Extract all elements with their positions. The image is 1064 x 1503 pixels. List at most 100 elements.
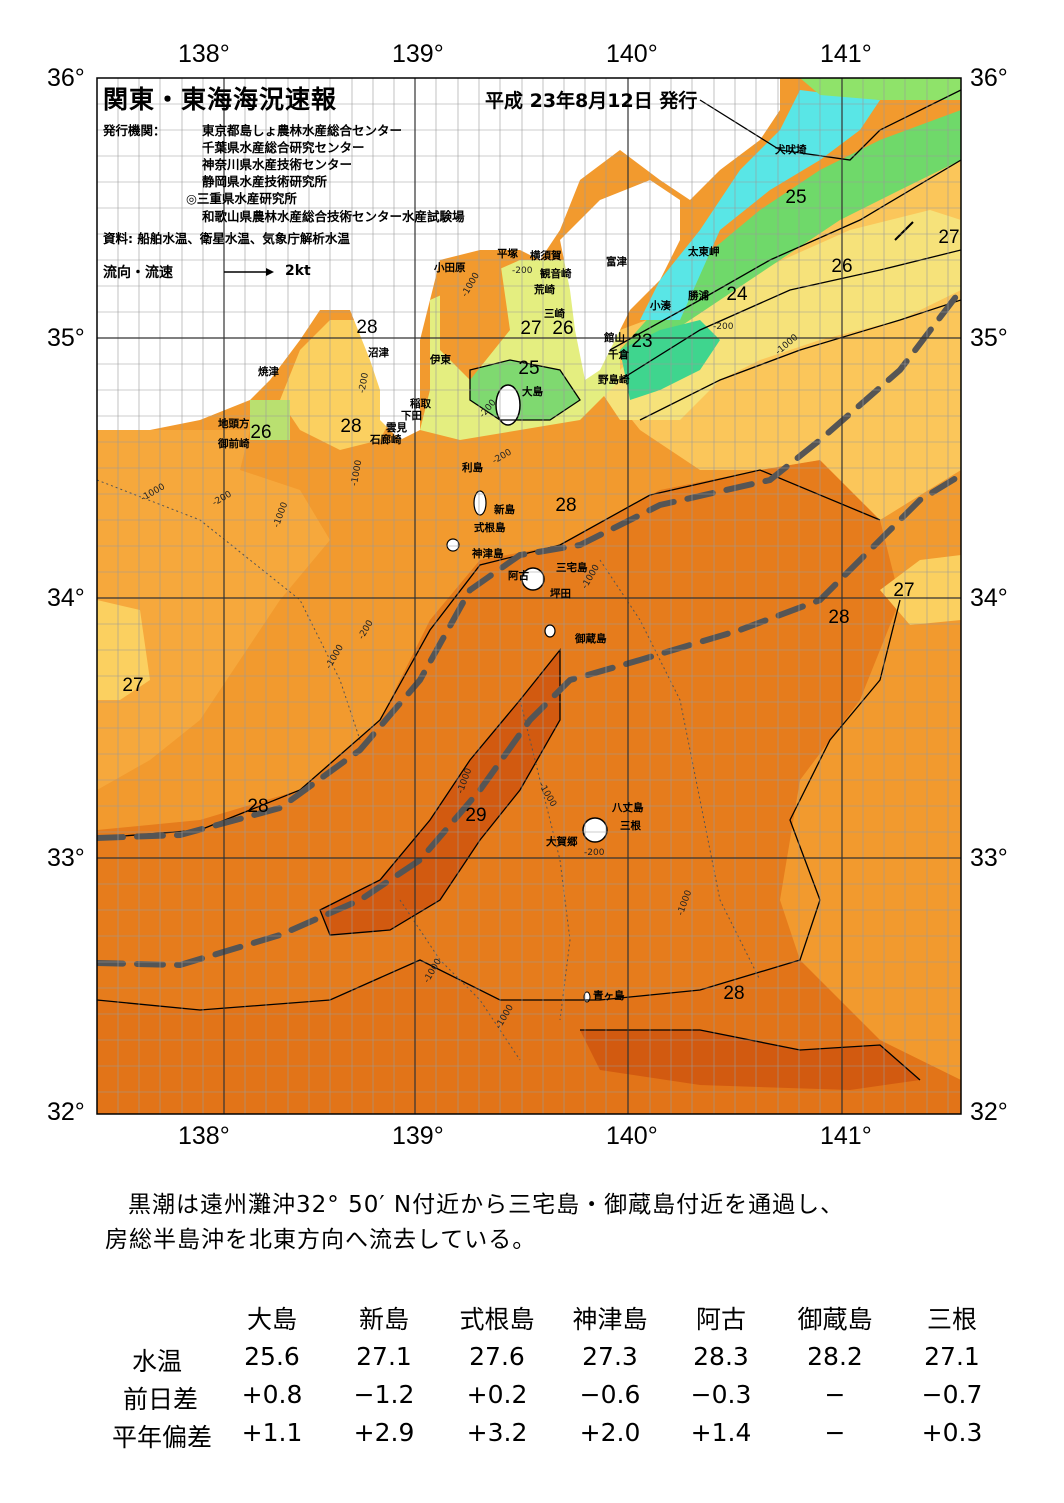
isotherm-label: 26 [250,422,272,443]
table-column-header: 阿古 [695,1305,746,1334]
place-label: 青ヶ島 [593,990,625,1002]
lat-label-36-right: 36° [970,64,1008,92]
summary-text: 黒潮は遠州灘沖32° 50′ N付近から三宅島・御蔵島付近を通過し、 房総半島沖… [105,1188,1005,1258]
table-row: 水温 25.6 27.1 27.6 27.3 28.3 28.2 27.1 [0,1342,1064,1380]
place-label: 太東岬 [688,246,720,258]
major-graticule [97,78,961,1114]
summary-line: 房総半島沖を北東方向へ流去している。 [105,1227,537,1253]
map-frame [96,77,962,1115]
lat-label-34-right: 34° [970,584,1008,612]
sea-26-enshu [250,400,290,440]
lat-label-33-left: 33° [47,844,85,872]
table-column-header: 大島 [246,1305,297,1334]
place-label: 坪田 [550,588,571,600]
isotherm-label: 25 [518,358,540,379]
table-column-header: 式根島 [459,1305,535,1334]
isotherm-label: 29 [465,805,487,826]
table-cell: −0.7 [921,1380,983,1409]
niijima-island [473,490,487,516]
depth-label: -200 [713,322,734,332]
isotherm-label: 27 [122,675,144,696]
place-label: 大賀郷 [546,836,578,848]
place-label: 千倉 [608,349,629,361]
sea-23-east [620,320,720,400]
place-label: 下田 [401,410,422,422]
table-cell: +0.3 [921,1418,983,1447]
table-column-header: 三根 [926,1305,977,1334]
map-title: 関東・東海海況速報 [103,85,338,114]
place-label: 小田原 [434,262,466,274]
isotherm-label: 24 [726,284,748,305]
lat-label-32-left: 32° [47,1098,85,1126]
table-cell: 25.6 [244,1342,300,1371]
place-label: 地頭方 [218,418,250,430]
place-label: 伊東 [430,354,451,366]
lon-label-139-bottom: 139° [392,1122,444,1150]
place-label: 平塚 [497,248,518,260]
place-label: 雲見 [386,422,407,434]
sea-29-south [580,1030,920,1090]
land-honshu [97,78,780,430]
table-cell: +0.2 [466,1380,528,1409]
isotherm-label: 23 [631,331,653,352]
place-label: 三宅島 [556,562,588,574]
isotherm-label: 28 [340,416,362,437]
data-sources: 資料: 船舶水温、衛星水温、気象庁解析水温 [103,231,350,246]
organization: ◎三重県水産研究所 [186,191,297,206]
flow-legend-arrow-icon [224,268,274,276]
depth-label: -200 [512,266,533,276]
table-row-label: 前日差 [122,1385,198,1414]
table-cell: −0.3 [690,1380,752,1409]
lon-label-140-top: 140° [606,40,658,68]
lat-label-36-left: 36° [47,64,85,92]
flow-scale-label: 2kt [285,263,311,279]
summary-line: 黒潮は遠州灘沖32° 50′ N付近から三宅島・御蔵島付近を通過し、 [128,1192,845,1218]
place-label: 観音崎 [540,268,572,280]
table-cell: 27.1 [356,1342,412,1371]
sea-25-east [620,110,961,350]
table-column-header: 御蔵島 [797,1305,873,1334]
isotherm-label: 28 [828,607,850,628]
issue-date: 平成 23年8月12日 発行 [485,90,698,112]
table-cell: 28.3 [693,1342,749,1371]
table-cell: +1.4 [690,1418,752,1447]
table-cell: 28.2 [807,1342,863,1371]
table-cell: −0.6 [579,1380,641,1409]
table-cell: 27.6 [469,1342,525,1371]
table-cell: 27.3 [582,1342,638,1371]
table-cell: − [824,1418,846,1447]
place-label: 三崎 [544,308,565,320]
organization: 和歌山県農林水産総合技術センター水産試験場 [202,209,465,224]
lat-label-32-right: 32° [970,1098,1008,1126]
flow-arrow [894,221,914,241]
kozushima-island [446,538,460,552]
map-canvas [96,77,962,1115]
isotherm-label: 26 [831,256,853,277]
lon-label-138-top: 138° [178,40,230,68]
oshima-island [495,384,521,426]
organization: 神奈川県水産技術センター [202,157,353,172]
place-label: 富津 [606,256,627,268]
lat-label-35-right: 35° [970,324,1008,352]
place-label: 犬吠埼 [775,144,807,156]
table-cell: − [824,1380,846,1409]
lon-label-138-bottom: 138° [178,1122,230,1150]
table-row-label: 平年偏差 [111,1423,212,1452]
isotherm-label: 27 [893,580,915,601]
place-label: 野島崎 [598,374,630,386]
place-label: 勝浦 [688,290,709,302]
hachijojima-island [582,817,608,843]
place-label: 焼津 [258,366,279,378]
table-row: 平年偏差 +1.1 +2.9 +3.2 +2.0 +1.4 − +0.3 [0,1418,1064,1456]
place-label: 利島 [462,462,483,474]
land-izu [380,320,420,440]
publisher-label: 発行機関： [103,123,166,138]
place-label: 三根 [620,820,641,832]
isotherm-label: 26 [552,318,574,339]
table-cell: +0.8 [241,1380,303,1409]
table-column-header: 神津島 [572,1305,648,1334]
lat-label-34-left: 34° [47,584,85,612]
isotherm-label: 28 [247,796,269,817]
table-cell: −1.2 [353,1380,415,1409]
organization: 千葉県水産総合研究センター [202,140,365,155]
